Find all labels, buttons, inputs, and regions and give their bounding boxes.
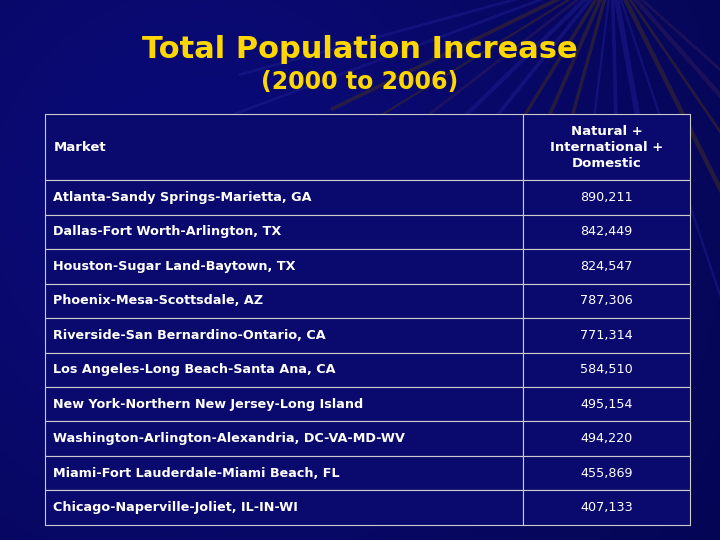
Text: 407,133: 407,133 — [580, 501, 633, 514]
Bar — [45, 318, 523, 353]
Bar — [45, 284, 523, 318]
Text: Natural +
International +
Domestic: Natural + International + Domestic — [550, 125, 663, 170]
Text: Los Angeles-Long Beach-Santa Ana, CA: Los Angeles-Long Beach-Santa Ana, CA — [53, 363, 336, 376]
Text: 584,510: 584,510 — [580, 363, 633, 376]
Text: Phoenix-Mesa-Scottsdale, AZ: Phoenix-Mesa-Scottsdale, AZ — [53, 294, 264, 307]
Bar — [45, 421, 523, 456]
Text: Total Population Increase: Total Population Increase — [142, 35, 578, 64]
Text: Dallas-Fort Worth-Arlington, TX: Dallas-Fort Worth-Arlington, TX — [53, 225, 282, 238]
Bar — [523, 421, 690, 456]
Text: 494,220: 494,220 — [580, 432, 633, 445]
Bar — [523, 114, 690, 180]
Text: 824,547: 824,547 — [580, 260, 633, 273]
Bar — [45, 214, 523, 249]
Bar — [45, 114, 523, 180]
Text: Riverside-San Bernardino-Ontario, CA: Riverside-San Bernardino-Ontario, CA — [53, 329, 326, 342]
Bar — [45, 353, 523, 387]
Bar — [523, 456, 690, 490]
Text: Chicago-Naperville-Joliet, IL-IN-WI: Chicago-Naperville-Joliet, IL-IN-WI — [53, 501, 298, 514]
Bar — [523, 180, 690, 214]
Text: Market: Market — [53, 141, 106, 154]
Text: Washington-Arlington-Alexandria, DC-VA-MD-WV: Washington-Arlington-Alexandria, DC-VA-M… — [53, 432, 405, 445]
Text: (2000 to 2006): (2000 to 2006) — [261, 70, 459, 94]
Bar — [523, 353, 690, 387]
Bar — [523, 318, 690, 353]
Text: 842,449: 842,449 — [580, 225, 633, 238]
Bar — [45, 180, 523, 214]
Bar — [523, 249, 690, 284]
Bar — [523, 387, 690, 421]
Text: 455,869: 455,869 — [580, 467, 633, 480]
Text: Miami-Fort Lauderdale-Miami Beach, FL: Miami-Fort Lauderdale-Miami Beach, FL — [53, 467, 340, 480]
Text: Houston-Sugar Land-Baytown, TX: Houston-Sugar Land-Baytown, TX — [53, 260, 296, 273]
Bar — [45, 456, 523, 490]
Text: 787,306: 787,306 — [580, 294, 633, 307]
Text: New York-Northern New Jersey-Long Island: New York-Northern New Jersey-Long Island — [53, 398, 364, 411]
Bar — [45, 387, 523, 421]
Bar — [523, 284, 690, 318]
Text: 495,154: 495,154 — [580, 398, 633, 411]
Text: Atlanta-Sandy Springs-Marietta, GA: Atlanta-Sandy Springs-Marietta, GA — [53, 191, 312, 204]
Bar — [45, 249, 523, 284]
Bar — [523, 490, 690, 525]
Bar — [45, 490, 523, 525]
Text: 771,314: 771,314 — [580, 329, 633, 342]
Bar — [523, 214, 690, 249]
Text: 890,211: 890,211 — [580, 191, 633, 204]
